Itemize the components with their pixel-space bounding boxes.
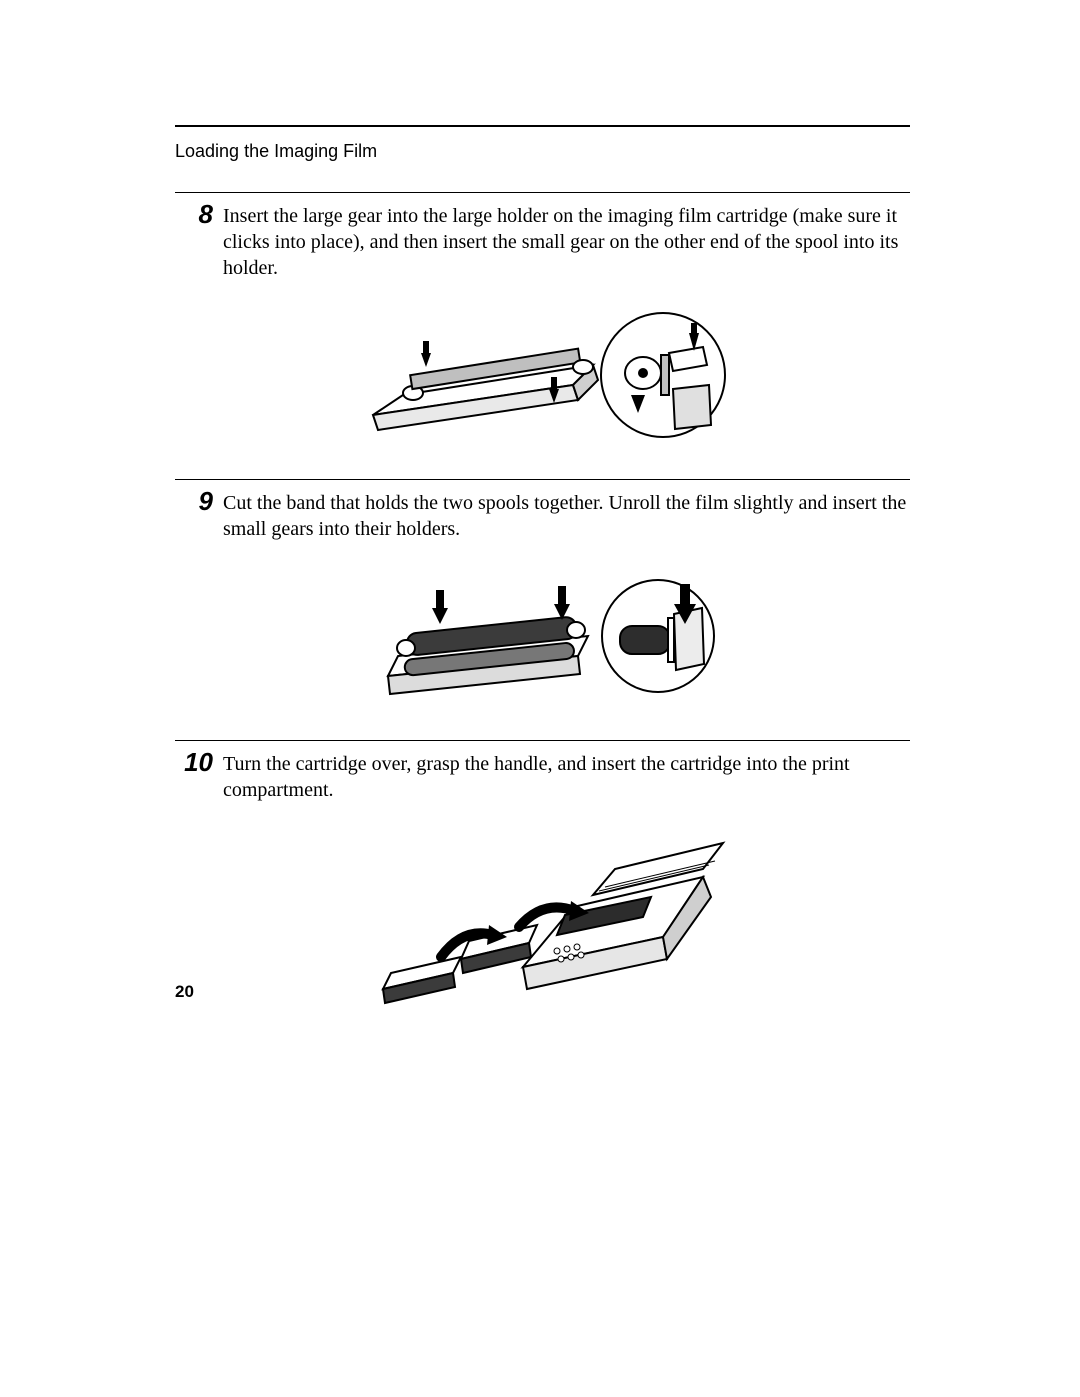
section-title: Loading the Imaging Film bbox=[175, 141, 910, 162]
illustration-step-10 bbox=[175, 817, 910, 1007]
step-number-8: 8 bbox=[175, 201, 213, 228]
step-text-8: Insert the large gear into the large hol… bbox=[223, 201, 910, 281]
header-rule bbox=[175, 125, 910, 127]
step-9: 9 Cut the band that holds the two spools… bbox=[175, 488, 910, 542]
step-text-10: Turn the cartridge over, grasp the handl… bbox=[223, 749, 910, 803]
step-divider bbox=[175, 192, 910, 193]
page-number: 20 bbox=[175, 982, 194, 1002]
step-number-10: 10 bbox=[175, 749, 213, 776]
step-10: 10 Turn the cartridge over, grasp the ha… bbox=[175, 749, 910, 803]
step-divider bbox=[175, 740, 910, 741]
step-number-9: 9 bbox=[175, 488, 213, 515]
step-text-9: Cut the band that holds the two spools t… bbox=[223, 488, 910, 542]
illustration-step-9 bbox=[175, 556, 910, 716]
step-8: 8 Insert the large gear into the large h… bbox=[175, 201, 910, 281]
step-divider bbox=[175, 479, 910, 480]
manual-page: Loading the Imaging Film 8 Insert the la… bbox=[0, 0, 1080, 1397]
illustration-step-8 bbox=[175, 295, 910, 455]
